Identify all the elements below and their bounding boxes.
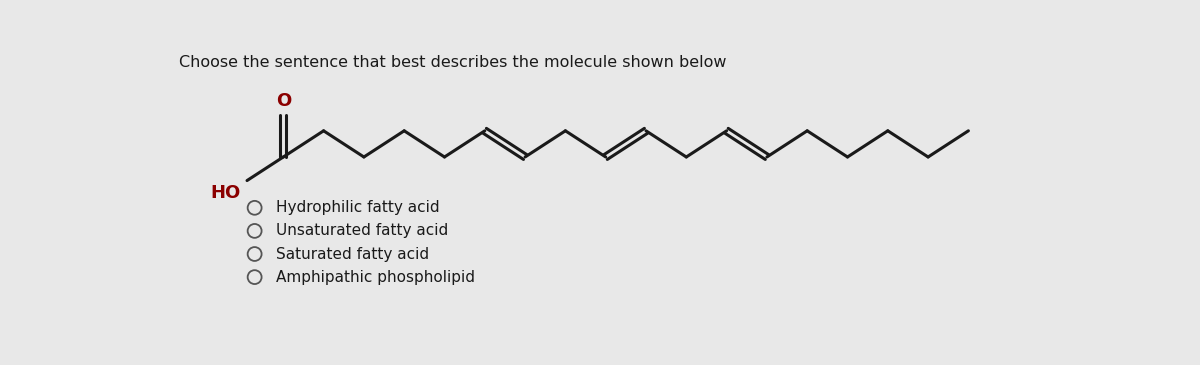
Text: Amphipathic phospholipid: Amphipathic phospholipid bbox=[276, 270, 474, 285]
Text: Choose the sentence that best describes the molecule shown below: Choose the sentence that best describes … bbox=[180, 55, 727, 70]
Text: Saturated fatty acid: Saturated fatty acid bbox=[276, 246, 428, 261]
Text: HO: HO bbox=[210, 184, 241, 201]
Text: Hydrophilic fatty acid: Hydrophilic fatty acid bbox=[276, 200, 439, 215]
Text: O: O bbox=[276, 92, 290, 110]
Text: Unsaturated fatty acid: Unsaturated fatty acid bbox=[276, 223, 448, 238]
